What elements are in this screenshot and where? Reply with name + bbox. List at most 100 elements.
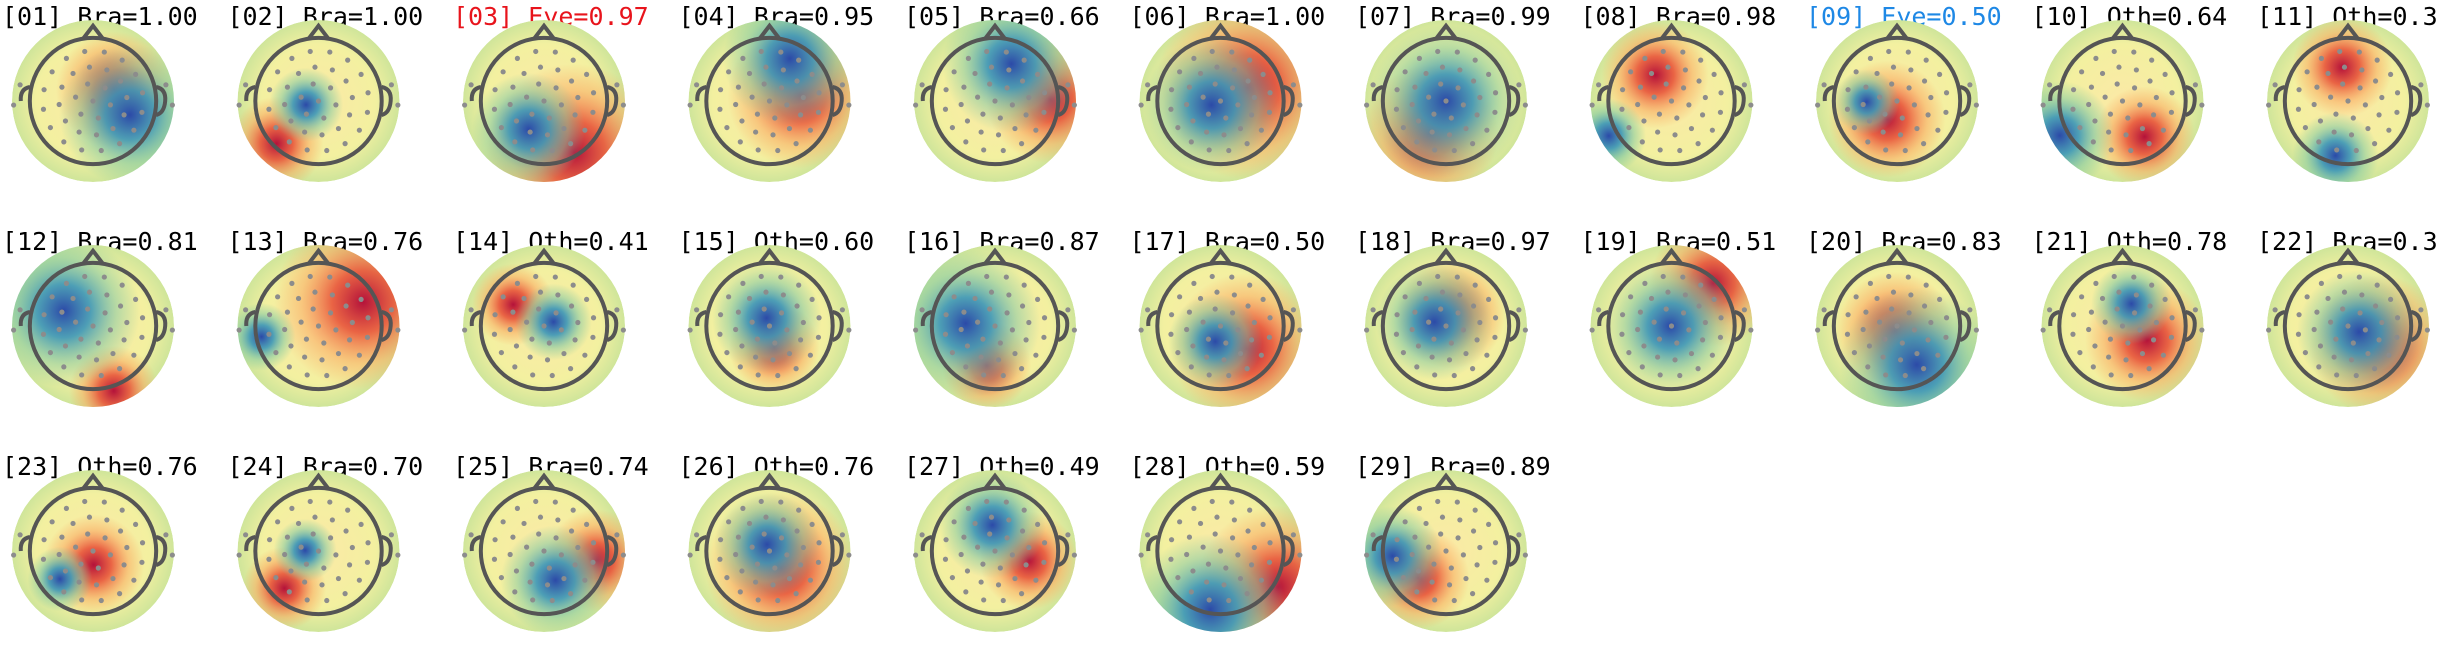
- electrode: [333, 102, 339, 108]
- electrode: [1619, 331, 1625, 337]
- electrode: [796, 282, 802, 288]
- electrode: [1003, 499, 1009, 505]
- electrode: [124, 319, 130, 326]
- topomap: [08] Bra=0.98: [1581, 2, 1776, 182]
- electrode: [2272, 82, 2278, 88]
- electrode: [2394, 334, 2400, 340]
- electrode: [365, 90, 371, 96]
- electrode: [1258, 127, 1264, 133]
- electrode: [1065, 532, 1071, 538]
- electrode: [536, 531, 542, 537]
- electrode: [958, 551, 964, 558]
- electrode: [1908, 67, 1914, 73]
- electrode: [2418, 307, 2424, 313]
- ear: [1508, 85, 1521, 117]
- electrode: [1258, 577, 1264, 583]
- electrode: [1412, 84, 1418, 90]
- electrode: [324, 597, 330, 604]
- electrode: [358, 296, 364, 303]
- electrode: [1267, 540, 1273, 546]
- map-blob: [711, 263, 822, 373]
- electrode: [1443, 323, 1449, 329]
- ear: [1734, 310, 1746, 342]
- electrode: [733, 326, 739, 333]
- topomap: [07] Bra=0.99: [1355, 2, 1551, 182]
- electrode: [770, 132, 776, 138]
- electrode: [49, 69, 55, 75]
- electrode: [288, 343, 294, 349]
- electrode: [1034, 296, 1041, 303]
- electrode: [583, 521, 590, 528]
- electrode: [2099, 295, 2106, 302]
- electrode: [1423, 295, 1429, 302]
- electrode: [1229, 535, 1236, 541]
- head-outline: [27, 260, 159, 392]
- electrode: [358, 521, 364, 528]
- electrode: [749, 319, 755, 325]
- electrode: [1217, 548, 1224, 554]
- electrode: [1041, 559, 1047, 565]
- electrode: [583, 71, 590, 78]
- electrode: [1175, 349, 1181, 356]
- electrode: [41, 312, 47, 318]
- ear: [606, 310, 619, 342]
- electrode: [1906, 310, 1912, 316]
- electrode: [951, 294, 957, 300]
- electrode: [1908, 292, 1914, 298]
- head-outline: [1606, 35, 1737, 167]
- electrode: [1686, 102, 1692, 108]
- head-outline: [253, 35, 384, 167]
- electrode: [2160, 352, 2166, 358]
- electrode: [1197, 520, 1204, 527]
- electrode: [754, 561, 761, 567]
- electrode: [82, 273, 88, 280]
- electrode: [529, 336, 535, 342]
- electrode: [740, 280, 746, 287]
- electrode: [2133, 292, 2139, 298]
- ear: [1597, 85, 1609, 102]
- electrode: [507, 551, 513, 558]
- topomap: [22] Bra=0.37: [2257, 227, 2438, 407]
- electrode: [749, 94, 755, 100]
- electrode: [570, 507, 576, 513]
- electrode: [1463, 575, 1469, 582]
- electrode: [1138, 102, 1144, 108]
- ear: [832, 535, 844, 567]
- head-outline: [704, 485, 835, 617]
- nose: [1885, 247, 1909, 266]
- topomap: [17] Bra=0.50: [1130, 227, 1325, 407]
- electrode: [2192, 82, 2198, 88]
- scalp-map: [688, 245, 851, 407]
- electrode: [236, 552, 242, 558]
- electrode: [2372, 303, 2379, 309]
- electrode: [365, 540, 371, 546]
- electrode: [546, 115, 552, 121]
- electrode: [1688, 125, 1695, 132]
- electrode: [1000, 597, 1006, 604]
- electrode: [1248, 337, 1255, 343]
- electrode: [533, 498, 539, 505]
- electrode: [949, 124, 956, 131]
- electrode: [1911, 327, 1917, 333]
- electrode: [284, 309, 291, 315]
- topomap: [11] Oth=0.34: [2257, 2, 2438, 182]
- electrode: [567, 365, 574, 372]
- electrode: [2340, 306, 2346, 312]
- electrode: [2150, 337, 2157, 343]
- electrode: [40, 556, 47, 562]
- electrode: [79, 597, 85, 603]
- electrode: [1886, 48, 1892, 55]
- electrode: [740, 55, 746, 62]
- ear: [1371, 85, 1384, 102]
- electrode: [1415, 343, 1422, 349]
- electrode: [139, 540, 146, 546]
- electrode: [2070, 331, 2076, 337]
- electrode: [1626, 349, 1632, 356]
- electrode: [1400, 349, 1407, 356]
- electrode: [2376, 337, 2382, 343]
- electrode: [1748, 327, 1754, 333]
- electrode: [90, 548, 96, 554]
- electrode: [321, 340, 327, 346]
- ear: [2048, 85, 2060, 102]
- electrode: [1229, 49, 1235, 55]
